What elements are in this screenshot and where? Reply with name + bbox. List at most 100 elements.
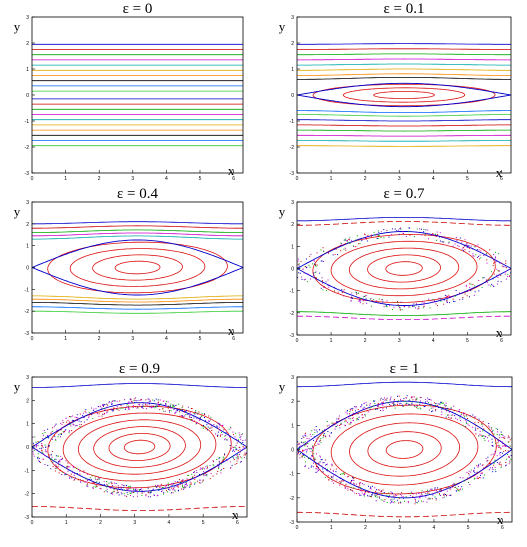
chaos-point (79, 424, 81, 426)
chaos-point (108, 482, 110, 484)
chaos-point (182, 488, 184, 490)
chaos-point (127, 493, 129, 495)
chaos-point (185, 481, 187, 483)
chaos-point (409, 495, 411, 496)
chaos-point (99, 478, 101, 480)
chaos-point (185, 411, 187, 413)
chaos-point (177, 485, 179, 487)
chaos-point (222, 459, 224, 461)
chaos-point (380, 237, 382, 239)
y-axis-label: y (14, 379, 21, 394)
orbit-curve (297, 124, 511, 127)
chaos-point (452, 486, 454, 488)
chaos-point (95, 486, 97, 488)
chaos-point (443, 493, 445, 495)
chaos-point (494, 257, 496, 259)
chaos-point (169, 484, 171, 486)
chaos-point (311, 455, 313, 456)
chaos-point (136, 407, 138, 409)
chaos-point (364, 414, 366, 416)
chaos-point (218, 457, 220, 459)
chaos-point (129, 408, 130, 410)
chaos-point (163, 400, 165, 402)
chaos-point (367, 491, 369, 493)
chaos-point (189, 481, 191, 483)
chaos-point (444, 404, 446, 406)
chaos-point (334, 474, 336, 476)
chaos-point (348, 238, 350, 240)
chaos-point (68, 421, 70, 423)
chaos-point (341, 243, 343, 245)
chaos-point (181, 415, 183, 417)
chaos-point (491, 283, 493, 285)
chaos-point (54, 424, 56, 426)
chaos-point (157, 404, 159, 406)
chaos-point (39, 448, 41, 450)
chaos-point (348, 417, 350, 419)
chaos-point (204, 468, 206, 470)
chaos-point (394, 404, 396, 405)
chaos-point (213, 424, 215, 425)
chaos-point (361, 414, 363, 416)
chaos-point (197, 480, 199, 482)
chaos-point (54, 436, 56, 438)
chaos-point (184, 415, 186, 417)
chaos-point (474, 429, 476, 431)
chaos-point (369, 404, 371, 406)
plot-frame (31, 376, 248, 518)
chaos-point (361, 490, 363, 492)
chaos-point (429, 498, 430, 500)
chaos-point (443, 496, 445, 498)
island-orbit (78, 419, 202, 475)
chaos-point (318, 463, 320, 465)
y-tick-label: 1 (291, 423, 294, 429)
chaos-point (475, 425, 477, 427)
chaos-point (508, 441, 510, 443)
chaos-point (415, 231, 417, 233)
chaos-point (318, 429, 320, 431)
chaos-point (400, 398, 401, 400)
chaos-point (352, 245, 354, 247)
chaos-point (43, 430, 45, 431)
chaos-point (124, 399, 126, 401)
chaos-point (498, 440, 499, 442)
chaos-point (341, 473, 343, 475)
chaos-point (401, 309, 403, 311)
chaos-point (300, 453, 301, 454)
chaos-point (108, 401, 110, 403)
chaos-point (410, 491, 412, 493)
chaos-point (216, 473, 218, 475)
chaos-point (211, 425, 213, 427)
chaos-point (236, 454, 238, 456)
chaos-point (367, 234, 369, 236)
chaos-point (313, 462, 314, 464)
chaos-point (309, 448, 311, 450)
chaos-point (397, 395, 398, 397)
chaos-point (312, 434, 314, 436)
x-tick-label: 4 (432, 338, 435, 344)
chaos-point (142, 407, 144, 409)
chaos-point (349, 239, 351, 241)
orbit-curve (32, 306, 243, 310)
chaos-point (330, 468, 332, 470)
chaos-point (399, 494, 401, 495)
chaos-point (440, 490, 442, 492)
chaos-point (338, 424, 340, 426)
chaos-point (390, 491, 392, 493)
chaos-point (504, 436, 506, 438)
chaos-point (165, 490, 167, 492)
chaos-point (355, 291, 357, 293)
chaos-point (432, 233, 434, 234)
chaos-point (302, 442, 304, 444)
chaos-point (183, 417, 185, 419)
chaos-point (98, 406, 100, 408)
chaos-point (189, 484, 191, 486)
chaos-point (309, 266, 311, 268)
chaos-point (310, 466, 312, 468)
chaos-point (477, 244, 479, 246)
chaos-point (45, 450, 47, 452)
chaos-point (132, 492, 134, 493)
chaos-point (371, 236, 372, 238)
chaos-point (244, 439, 246, 441)
